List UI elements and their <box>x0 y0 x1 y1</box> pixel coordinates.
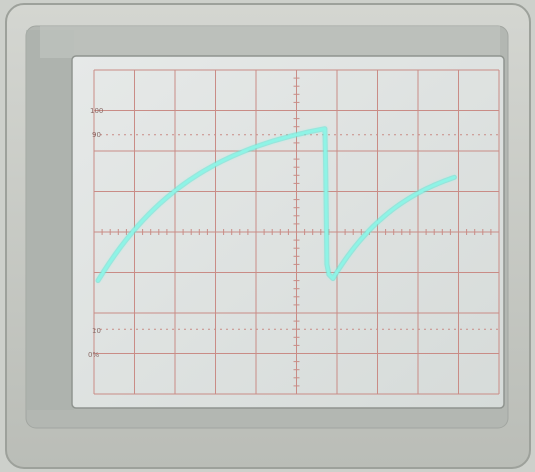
bezel-shadow-left <box>26 30 74 410</box>
sawtooth-trace <box>96 127 456 282</box>
label-90: 90 <box>92 131 101 139</box>
graticule <box>93 69 500 395</box>
label-100: 100 <box>90 107 103 115</box>
bezel-shadow-top <box>40 26 500 58</box>
label-0-percent: 0% <box>88 351 99 359</box>
label-10: 10 <box>92 327 101 335</box>
